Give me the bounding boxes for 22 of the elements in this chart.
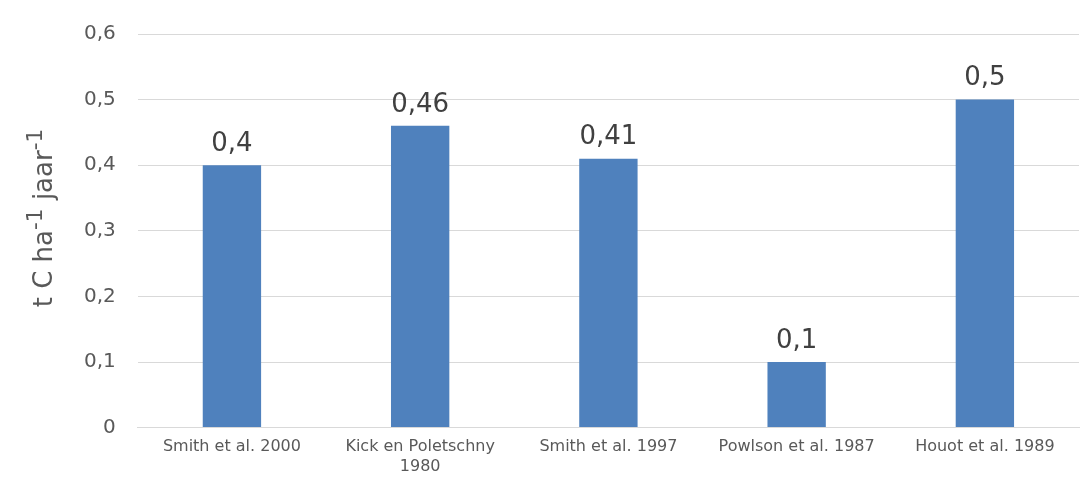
x-tick-label: Houot et al. 1989 — [915, 436, 1055, 456]
bar — [579, 158, 638, 428]
x-tick-label: Smith et al. 1997 — [539, 436, 678, 456]
data-label: 0,41 — [579, 120, 638, 151]
bar — [202, 165, 262, 428]
x-tick-label: Kick en Poletschny 1980 — [345, 436, 495, 475]
bar — [955, 99, 1015, 428]
y-tick-label: 0,2 — [83, 282, 116, 307]
y-tick-label: 0,4 — [83, 151, 116, 176]
data-label: 0,46 — [391, 87, 450, 118]
x-tick-label: Smith et al. 2000 — [162, 436, 301, 456]
data-label: 0,4 — [211, 126, 253, 157]
bar — [390, 125, 450, 428]
data-label: 0,1 — [775, 323, 818, 354]
bar — [767, 362, 826, 428]
data-label: 0,5 — [964, 61, 1006, 92]
y-tick-label: 0,3 — [83, 217, 116, 241]
y-tick-label: 0,5 — [83, 85, 116, 110]
y-tick-label: 0 — [103, 413, 116, 438]
y-tick-label: 0,6 — [83, 20, 116, 45]
y-tick-label: 0,1 — [83, 348, 116, 373]
x-tick-label: Powlson et al. 1987 — [718, 436, 875, 456]
